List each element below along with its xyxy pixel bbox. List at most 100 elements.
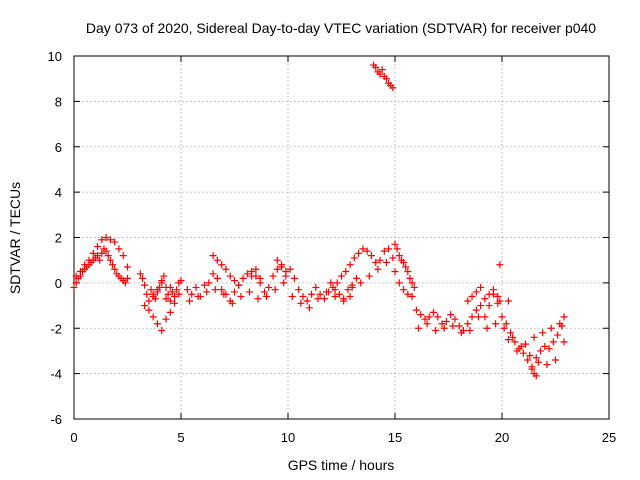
data-point [509,333,517,341]
data-point [115,245,123,253]
data-point [254,295,262,303]
data-point [209,252,217,260]
data-point [218,261,226,269]
data-point [243,270,251,278]
data-point [406,274,414,282]
data-point [524,356,532,364]
data-point [149,313,157,321]
x-axis-label: GPS time / hours [288,457,395,473]
data-point [474,313,482,321]
data-point [481,313,489,321]
y-tick-label: 0 [55,276,62,291]
data-point [70,283,78,291]
data-point [338,272,345,280]
data-point [303,297,311,305]
data-point [96,256,104,264]
data-point [124,263,131,271]
data-point [111,265,119,273]
data-point [106,256,114,264]
data-point [346,261,354,269]
data-point [440,324,448,332]
data-point [415,324,423,332]
data-point [549,338,557,346]
data-point [492,320,500,328]
data-point [168,288,176,296]
data-point [367,252,375,260]
data-point [537,347,545,355]
y-tick-label: 10 [48,49,62,64]
data-point [511,338,519,346]
data-point [545,345,553,353]
data-point [333,279,341,287]
data-point [423,320,431,328]
data-point [231,277,238,285]
data-point [280,279,288,287]
data-point [432,327,440,335]
y-tick-label: 6 [55,140,62,155]
data-point [477,283,485,291]
data-point [500,324,508,332]
data-point [158,279,166,287]
data-point [269,272,277,280]
data-point [145,306,153,314]
data-point [173,286,181,294]
data-point [166,297,174,305]
data-point [425,313,433,321]
data-point [376,70,384,78]
data-point [348,281,356,289]
x-tick-label: 5 [177,430,184,445]
chart-title: Day 073 of 2020, Sidereal Day-to-day VTE… [86,20,596,36]
data-point [355,249,363,257]
data-point [342,268,350,276]
data-point [534,358,542,366]
data-point [532,372,540,380]
data-point [149,292,157,300]
y-tick-label: -6 [50,412,62,427]
data-point [316,290,324,298]
data-point [141,281,149,289]
data-point [194,292,202,300]
data-point [472,306,480,314]
data-point [404,268,412,276]
data-point [111,238,119,246]
data-point [468,292,476,300]
data-point [466,327,474,335]
data-point [380,247,388,255]
data-point [278,263,286,271]
data-point [404,290,412,298]
data-point [374,265,382,273]
data-point [464,297,472,305]
data-point [455,322,463,330]
data-point [539,329,547,337]
data-point [393,245,401,253]
data-point [205,279,213,287]
data-point [554,331,562,339]
data-point [464,320,472,328]
data-point [213,274,221,282]
data-point [119,252,127,260]
data-point [359,245,367,253]
data-point [231,288,238,296]
data-point [239,274,247,282]
data-point [218,286,226,294]
data-point [430,308,438,316]
data-point [547,324,555,332]
y-tick-label: 4 [55,185,62,200]
y-axis-label: SDTVAR / TECUs [7,182,23,294]
data-point [252,265,260,273]
data-point [395,279,403,287]
data-point [314,295,322,303]
data-point [248,272,256,280]
data-point [213,256,221,264]
data-point [517,342,525,350]
data-point [350,254,358,262]
data-point [498,313,506,321]
data-point [434,313,442,321]
x-tick-label: 0 [70,430,77,445]
data-point [136,270,144,278]
data-point [192,283,200,291]
data-point [104,252,112,260]
data-point [162,295,170,303]
data-point [522,340,530,348]
data-point [89,249,97,257]
